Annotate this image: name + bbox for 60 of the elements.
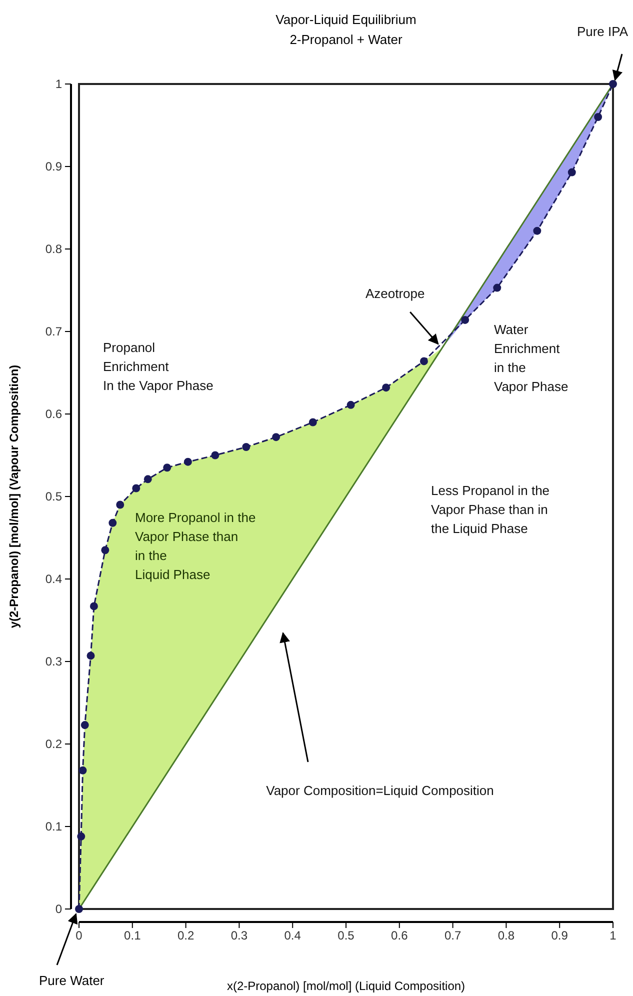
x-tick-label: 1 <box>610 928 617 943</box>
point <box>568 168 576 176</box>
point <box>77 832 86 840</box>
point <box>609 80 617 88</box>
annotation: Less Propanol in the Vapor Phase than in the Liquid Phase <box>431 483 550 536</box>
point <box>163 464 172 472</box>
text: Pure IPA <box>576 24 628 39</box>
x-tick-label: 0.2 <box>177 928 194 943</box>
annotation: Azeotrope <box>365 286 425 301</box>
x-tick-label: 0.1 <box>124 928 142 943</box>
point <box>184 458 192 466</box>
point <box>78 766 87 774</box>
y-tick-label: 0.1 <box>45 819 62 834</box>
y-tick-label: 0.5 <box>45 489 62 504</box>
point <box>211 451 220 460</box>
x-tick-label: 0.7 <box>444 928 462 943</box>
point <box>461 316 470 324</box>
y-tick-label: 0.8 <box>45 242 62 256</box>
point <box>116 500 124 509</box>
point <box>80 721 89 730</box>
point <box>272 433 280 442</box>
point <box>346 400 355 409</box>
x-tick-label: 0 <box>76 928 83 943</box>
point <box>382 384 390 392</box>
point <box>420 357 428 366</box>
y-tick-label: 0.2 <box>45 736 62 751</box>
x-tick-label: 0.6 <box>391 928 408 943</box>
point <box>86 652 95 660</box>
point <box>90 602 98 610</box>
chart-subtitle: 2-Propanol + Water <box>290 32 403 47</box>
annotation: Propanol Enrichment In the Vapor Phase <box>103 340 214 393</box>
x-tick-label: 0.4 <box>284 928 302 943</box>
y-tick-label: 0 <box>55 902 62 916</box>
annotation: Vapor Composition=Liquid Composition <box>266 783 494 798</box>
y-tick-label: 0.4 <box>45 572 62 586</box>
y-axis-title: y(2-Propanol) [mol/mol] (Vapour Composition) <box>7 364 21 628</box>
point <box>308 418 317 426</box>
x-tick-label: 0.8 <box>498 928 515 943</box>
x-tick-label: 0.9 <box>551 928 568 943</box>
chart-title: Vapor-Liquid Equilibrium <box>276 12 416 27</box>
y-tick-label: 0.9 <box>45 159 62 174</box>
annotation: Water Enrichment in the Vapor Phase <box>494 322 568 394</box>
point <box>75 905 83 913</box>
x-axis-title: x(2-Propanol) [mol/mol] (Liquid Composition) <box>226 979 466 993</box>
y-tick-label: 1 <box>55 76 62 91</box>
point <box>101 546 110 554</box>
point <box>242 443 250 451</box>
annotation: More Propanol in the Vapor Phase than in the Liquid Phase <box>135 510 256 582</box>
y-tick-label: 0.7 <box>45 324 62 338</box>
point <box>533 226 542 235</box>
point <box>144 475 152 484</box>
x-tick-label: 0.5 <box>338 928 355 943</box>
annotation: Pure Water <box>39 973 105 988</box>
y-tick-label: 0.3 <box>45 654 62 668</box>
point <box>493 284 502 292</box>
point <box>108 518 117 527</box>
point <box>132 484 140 492</box>
x-tick-label: 0.3 <box>230 928 248 943</box>
y-tick-label: 0.6 <box>45 406 62 421</box>
point <box>594 113 602 121</box>
